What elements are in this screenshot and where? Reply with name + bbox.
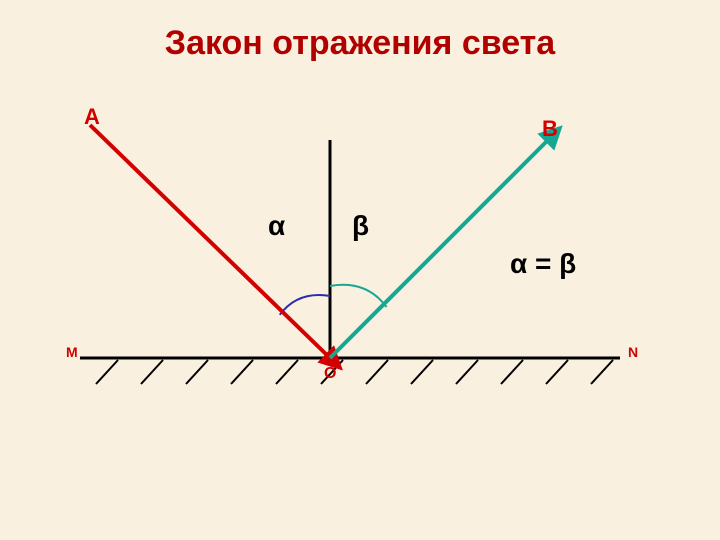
label-m: M (66, 344, 78, 360)
label-b: В (542, 116, 558, 142)
reflection-diagram (0, 0, 720, 540)
equation: α = β (510, 248, 576, 280)
label-alpha: α (268, 210, 285, 242)
label-o: О (324, 365, 336, 383)
label-n: N (628, 344, 638, 360)
label-beta: β (352, 210, 369, 242)
slide: Закон отражения света А В M N О α β α = … (0, 0, 720, 540)
label-a: А (84, 104, 100, 130)
